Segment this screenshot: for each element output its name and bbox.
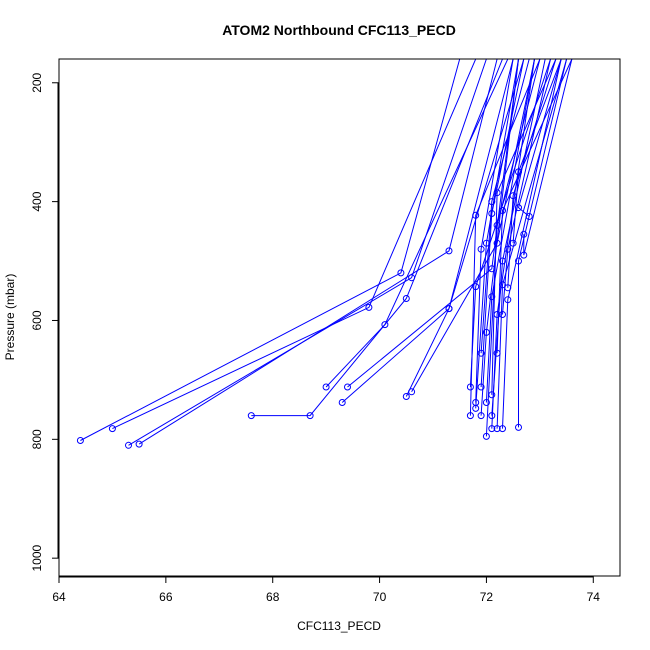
data-point <box>488 412 496 420</box>
series-line <box>475 59 519 409</box>
data-point <box>504 284 512 292</box>
data-point <box>322 383 330 391</box>
series-line <box>496 59 568 429</box>
data-point <box>125 441 132 449</box>
series-line <box>112 59 477 430</box>
data-point <box>493 189 501 197</box>
y-tick-label: 600 <box>30 310 44 330</box>
data-point <box>488 391 496 399</box>
data-point <box>499 207 506 214</box>
series-line <box>325 59 509 388</box>
data-point <box>338 399 346 406</box>
y-axis-label: Pressure (mbar) <box>3 274 17 361</box>
data-point <box>445 305 453 313</box>
y-tick-label: 400 <box>30 191 44 211</box>
data-point <box>504 296 512 304</box>
data-point <box>482 432 490 440</box>
data-point <box>402 295 410 302</box>
data-point <box>344 383 351 391</box>
data-point <box>499 311 506 318</box>
data-point <box>482 239 490 247</box>
y-axis: 200 400 600 800 1000 <box>30 72 59 572</box>
data-point <box>515 168 522 176</box>
data-point <box>135 440 143 448</box>
x-tick-label: 70 <box>373 590 387 604</box>
x-tick-label: 66 <box>159 590 173 604</box>
series-line <box>491 59 546 416</box>
data-point <box>477 349 485 357</box>
data-point <box>472 404 480 412</box>
series-line <box>518 59 568 428</box>
data-point <box>515 423 522 431</box>
series-line <box>512 59 562 244</box>
x-tick-label: 72 <box>480 590 494 604</box>
data-point <box>466 412 474 420</box>
data-point <box>365 303 373 311</box>
data-point <box>482 399 490 406</box>
data-point <box>482 328 490 336</box>
data-point <box>488 210 496 217</box>
x-tick-label: 64 <box>52 590 66 604</box>
series-line <box>475 59 514 403</box>
series-line <box>469 59 551 388</box>
series-line <box>480 59 525 388</box>
x-tick-label: 68 <box>266 590 280 604</box>
data-point <box>488 425 496 433</box>
x-axis-label: CFC113_PECD <box>297 619 381 633</box>
data-point <box>499 425 506 433</box>
series-line <box>480 59 530 354</box>
data-point <box>445 247 453 255</box>
data-point <box>108 425 116 433</box>
x-axis: 64 66 68 70 72 74 <box>52 576 600 604</box>
y-tick-label: 800 <box>30 429 44 449</box>
plot-frame <box>58 58 621 577</box>
y-tick-label: 200 <box>30 72 44 92</box>
data-point <box>477 245 485 253</box>
data-point <box>493 425 501 433</box>
data-point <box>520 230 528 238</box>
series-line <box>485 59 535 403</box>
data-point <box>402 393 410 400</box>
series-line <box>485 59 541 437</box>
x-tick-label: 74 <box>587 590 601 604</box>
data-layer <box>76 59 573 449</box>
data-point <box>477 412 485 420</box>
data-point <box>76 437 84 444</box>
data-point <box>381 321 389 329</box>
data-point <box>493 221 501 229</box>
y-tick-label: 1000 <box>30 545 44 572</box>
data-point <box>477 383 485 391</box>
series-line <box>496 59 573 354</box>
data-point <box>509 239 517 247</box>
series-line <box>502 59 562 429</box>
data-point <box>472 283 480 291</box>
data-point <box>306 412 314 420</box>
data-point <box>504 245 512 253</box>
chart-title: ATOM2 Northbound CFC113_PECD <box>222 22 456 38</box>
series-line <box>138 59 498 445</box>
series-line <box>128 59 487 446</box>
data-point <box>488 198 496 206</box>
data-point <box>493 349 501 357</box>
series-line <box>491 59 557 395</box>
data-point <box>499 257 506 265</box>
data-point <box>397 269 405 277</box>
data-point <box>520 251 528 259</box>
data-point <box>515 257 522 265</box>
data-point <box>472 211 480 219</box>
series-line <box>480 59 519 416</box>
data-point <box>247 412 255 420</box>
data-point <box>525 213 533 220</box>
series-line <box>507 59 557 288</box>
series-line <box>523 59 573 256</box>
data-point <box>466 383 474 391</box>
series-line <box>80 59 461 441</box>
data-point <box>515 204 522 212</box>
series-line <box>517 59 562 217</box>
data-point <box>509 192 517 200</box>
series-line <box>251 59 503 417</box>
data-point <box>408 388 416 396</box>
